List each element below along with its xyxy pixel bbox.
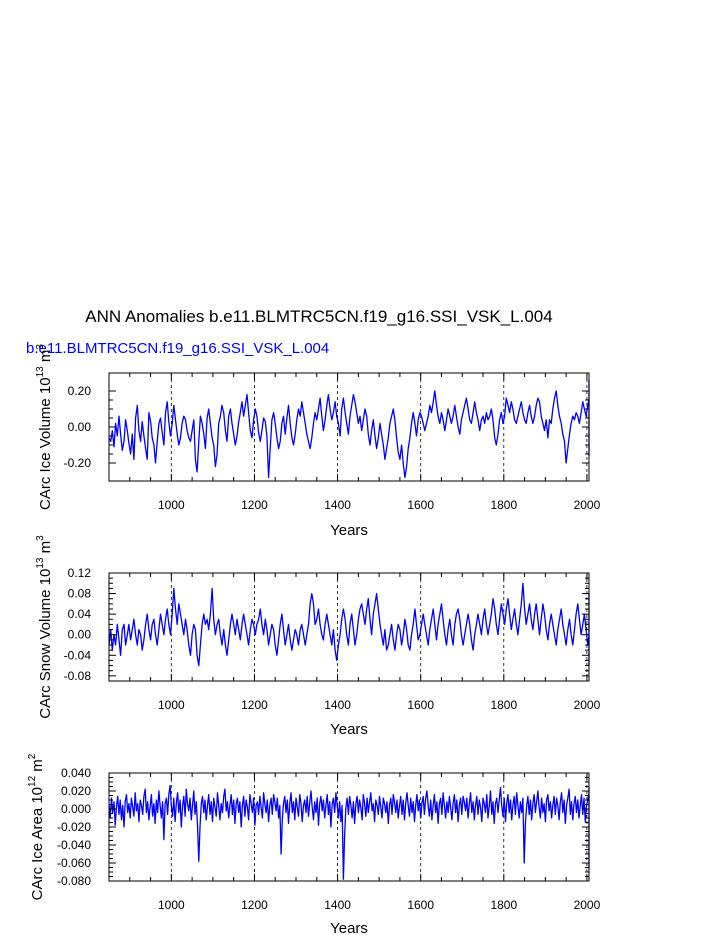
x-tick-label: 2000	[574, 898, 601, 912]
x-tick-label: 1800	[490, 498, 517, 512]
y-tick-label: 0.12	[68, 566, 92, 580]
y-axis-label-base: CArc Ice Volume 10	[37, 377, 54, 510]
x-tick-label: 1200	[241, 498, 268, 512]
y-axis-label-unit: m	[29, 759, 46, 776]
x-tick-label: 1600	[407, 898, 434, 912]
x-tick-label: 1400	[324, 698, 351, 712]
y-axis-label: CArc Ice Area 1012 m2	[27, 753, 46, 900]
figure-title: ANN Anomalies b.e11.BLMTRC5CN.f19_g16.SS…	[85, 307, 552, 326]
x-tick-label: 2000	[574, 698, 601, 712]
y-axis-label-exp: 13	[35, 557, 46, 569]
x-tick-label: 1000	[158, 498, 185, 512]
y-tick-label: -0.080	[57, 874, 91, 888]
y-tick-label: 0.020	[61, 784, 91, 798]
x-tick-label: 1000	[158, 698, 185, 712]
y-tick-label: -0.060	[57, 856, 91, 870]
series-line	[108, 582, 590, 667]
x-tick-label: 1600	[407, 698, 434, 712]
x-axis-label: Years	[330, 721, 368, 738]
x-tick-label: 1400	[324, 498, 351, 512]
panel-ice-volume: 1000 1200 1400 1600 1800 2000 -0.20 0.00 0.20 Yea…	[35, 344, 601, 539]
panel-ice-area: 1000 1200 1400 1600 1800 2000 -0.080 -0.060 -0.0…	[27, 753, 601, 935]
y-axis-label-unit: m	[37, 541, 54, 558]
y-tick-label: 0.00	[68, 628, 92, 642]
y-tick-label: -0.04	[64, 648, 92, 662]
y-axis-label-unit-exp: 3	[35, 344, 46, 350]
y-axis-label: CArc Snow Volume 1013 m3	[35, 535, 54, 719]
x-axis-label: Years	[330, 522, 368, 539]
y-axis-label: CArc Ice Volume 1013 m3	[35, 344, 54, 510]
y-tick-label: -0.040	[57, 838, 91, 852]
y-axis-label-unit-exp: 3	[35, 535, 46, 541]
x-tick-label: 1800	[490, 898, 517, 912]
panel-snow-volume: 1000 1200 1400 1600 1800 2000 -0.08 -0.04 0.00 0.…	[35, 535, 601, 738]
x-axis-label: Years	[330, 920, 368, 935]
y-tick-label: -0.20	[64, 456, 92, 470]
y-tick-label: 0.040	[61, 766, 91, 780]
y-axis-label-base: CArc Snow Volume 10	[37, 569, 54, 719]
y-tick-label: 0.20	[68, 384, 92, 398]
y-axis-label-exp: 13	[35, 366, 46, 378]
y-axis-label-unit: m	[37, 350, 54, 367]
y-axis-label-exp: 12	[27, 775, 38, 787]
y-tick-label: 0.08	[68, 587, 92, 601]
figure-subtitle: b.e11.BLMTRC5CN.f19_g16.SSI_VSK_L.004	[26, 340, 329, 357]
y-tick-label: 0.000	[61, 802, 91, 816]
y-axis-label-unit-exp: 2	[27, 753, 38, 759]
x-tick-label: 1000	[158, 898, 185, 912]
x-tick-label: 1400	[324, 898, 351, 912]
x-tick-label: 2000	[574, 498, 601, 512]
x-tick-label: 1200	[241, 898, 268, 912]
y-tick-label: -0.08	[64, 669, 92, 683]
plot-frame	[108, 572, 590, 682]
y-tick-label: 0.04	[68, 607, 92, 621]
y-axis-label-base: CArc Ice Area 10	[29, 787, 46, 900]
x-tick-label: 1600	[407, 498, 434, 512]
x-tick-label: 1200	[241, 698, 268, 712]
x-tick-label: 1800	[490, 698, 517, 712]
series-line	[108, 784, 590, 880]
y-tick-label: -0.020	[57, 820, 91, 834]
y-tick-label: 0.00	[68, 420, 92, 434]
series-line	[108, 379, 590, 479]
